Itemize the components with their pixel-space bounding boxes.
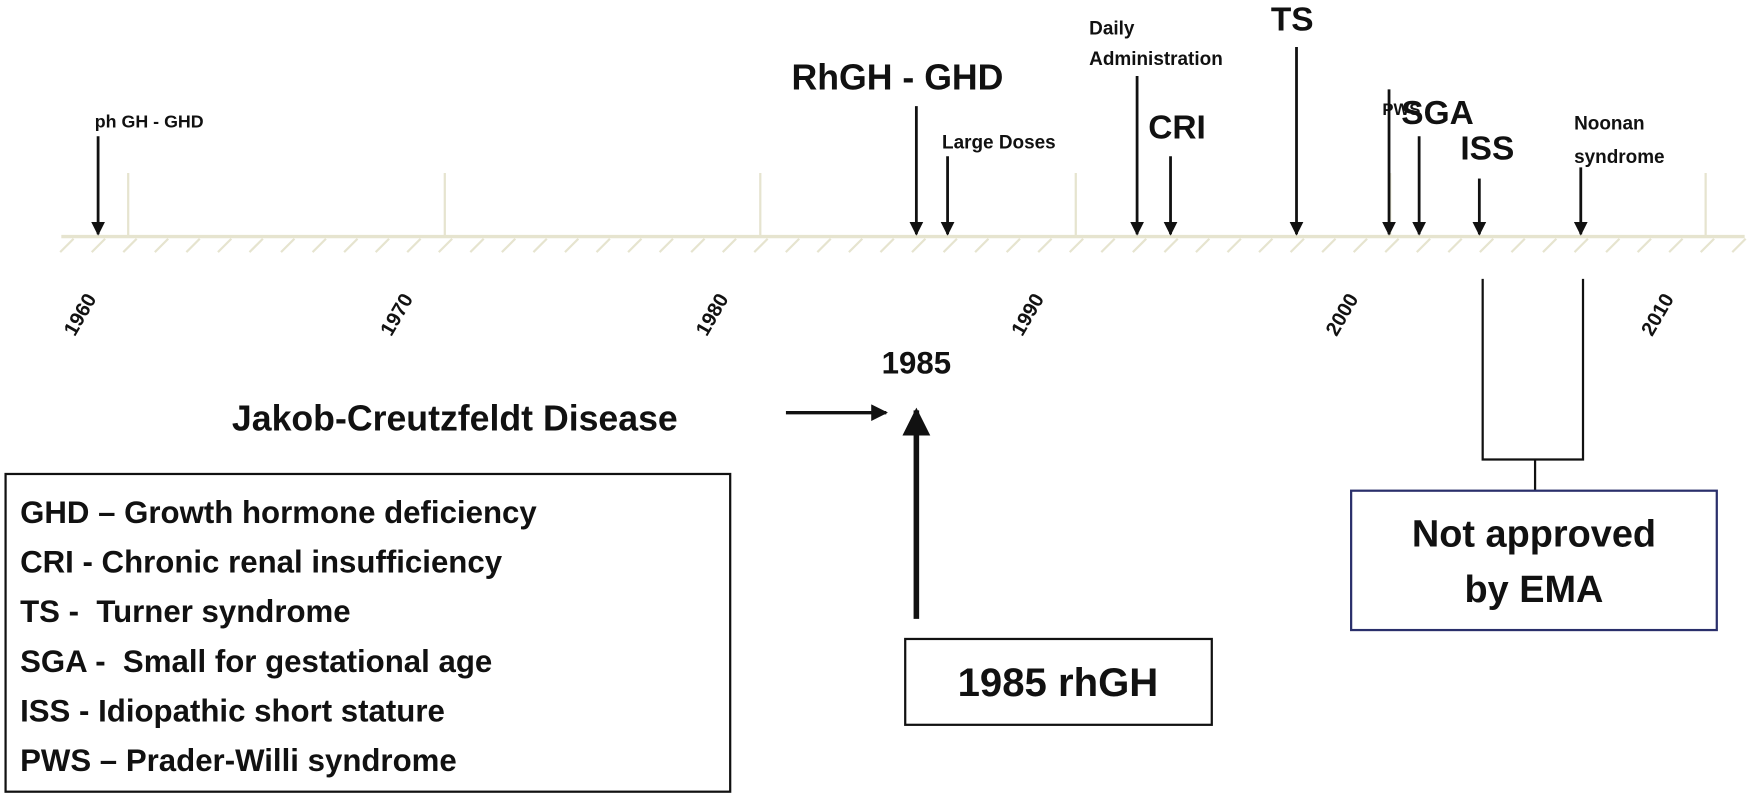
event-label: ISS [1460,131,1514,168]
hatch-mark [532,237,548,253]
legend-item: ISS - Idiopathic short stature [20,693,445,728]
hatch-mark [1132,237,1148,253]
event-label: TS [1271,1,1314,38]
hatch-mark [1542,237,1558,253]
hatch-mark [280,237,296,253]
hatch-mark [1226,237,1242,253]
hatch-mark [1416,237,1431,253]
hatch-mark [911,237,927,253]
hatch-mark [248,237,264,253]
hatch-mark [721,237,737,253]
hatch-mark [311,237,327,253]
year-label: 2000 [1322,290,1363,340]
hatch-mark [1352,237,1368,253]
hatch-mark [1289,237,1305,253]
hatch-mark [374,237,390,253]
hatch-mark [1195,237,1211,253]
hatch-mark [816,237,832,253]
legend-item: PWS – Prader-Willi syndrome [20,743,457,778]
event-label: CRI [1148,109,1206,146]
hatch-mark [1636,237,1652,253]
hatch-mark [658,237,674,253]
hatch-mark [501,237,517,253]
note-box [1350,489,1718,632]
year-label: 1980 [692,290,733,340]
center-year: 1985 [882,346,951,381]
hatch-mark [595,237,611,253]
hatch-mark [785,237,800,253]
event-label: Daily [1089,19,1135,40]
legend-box [4,472,732,793]
hatch-mark [879,237,895,253]
rhgh-box [904,637,1213,726]
hatch-mark [1005,237,1021,253]
event-label: Large Doses [942,132,1056,153]
hatch-mark [690,237,706,253]
legend-item: SGA - Small for gestational age [20,644,492,679]
hatch-mark [1037,237,1053,253]
legend-item: GHD – Growth hormone deficiency [20,495,537,530]
hatch-mark [217,237,233,253]
hatch-mark [1731,237,1747,253]
hatch-mark [1068,237,1084,253]
event-label: ph GH - GHD [95,111,204,131]
hatch-mark [1321,237,1337,253]
hatch-mark [1479,237,1495,253]
hatch-mark [848,237,864,253]
hatch-mark [1699,237,1715,253]
event-label: PWS [1382,100,1420,119]
event-label: RhGH - GHD [792,57,1004,97]
hatch-mark [1447,237,1463,253]
event-label: syndrome [1574,147,1665,168]
year-label: 1960 [60,290,101,340]
axis-hatching [59,237,1747,253]
hatch-mark [1605,237,1621,253]
hatch-mark [90,237,106,253]
cause-label: Jakob-Creutzfeldt Disease [232,399,678,439]
legend-item: CRI - Chronic renal insufficiency [20,545,503,580]
hatch-mark [974,237,990,253]
hatch-mark [753,237,769,253]
hatch-mark [406,237,422,253]
year-label: 2010 [1637,290,1678,340]
hatch-mark [185,237,201,253]
hatch-mark [122,237,138,253]
hatch-mark [343,237,359,253]
rhgh-box-label: 1985 rhGH [958,660,1159,705]
legend-item: TS - Turner syndrome [20,594,351,629]
hatch-mark [437,237,453,253]
year-label: 1970 [377,290,418,340]
event-label: Administration [1089,49,1223,70]
hatch-mark [469,237,485,253]
event-label: Noonan [1574,114,1644,135]
hatch-mark [154,237,170,253]
hatch-mark [1573,237,1589,253]
bracket [1481,278,1585,491]
hatch-mark [1100,237,1116,253]
hatch-mark [942,237,958,253]
hatch-mark [627,237,643,253]
hatch-mark [1258,237,1274,253]
hatch-mark [1668,237,1684,253]
hatch-mark [1384,237,1400,253]
hatch-mark [59,237,75,253]
note-label: Not approved [1412,513,1656,555]
year-label: 1990 [1008,290,1049,340]
hatch-mark [1163,237,1179,253]
note-label: by EMA [1464,569,1603,611]
hatch-mark [564,237,580,253]
event-label: SGA [1401,95,1473,132]
hatch-mark [1510,237,1526,253]
